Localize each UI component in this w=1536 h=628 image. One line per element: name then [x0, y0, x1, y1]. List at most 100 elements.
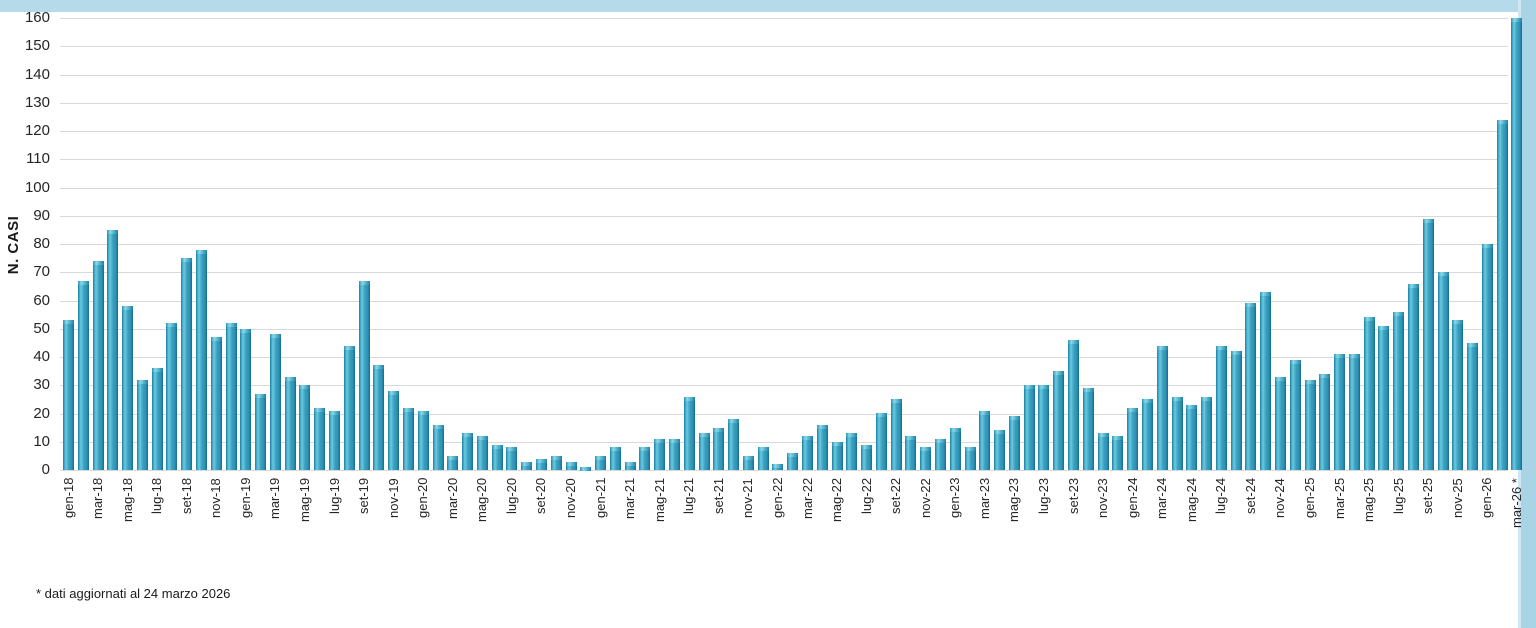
x-tick-label: set-22: [888, 478, 904, 515]
bar-mar-23: [979, 411, 991, 470]
x-tick-label: lug-21: [681, 478, 697, 515]
x-tick-label: set-21: [710, 478, 726, 515]
bar-ago-24: [1230, 351, 1242, 470]
bar-lug-19: [329, 411, 341, 470]
bar-nov-22: [920, 447, 932, 470]
bar-giu-18: [136, 380, 148, 470]
y-tick-label: 60: [33, 291, 50, 309]
x-tick-label: mag-24: [1183, 478, 1199, 523]
bar-giu-19: [314, 408, 326, 470]
bar-gen-21: [595, 456, 607, 470]
bar-mag-25: [1363, 317, 1375, 470]
y-tick-label: 0: [41, 461, 50, 478]
bar-mar-20: [447, 456, 459, 470]
x-tick-label: mar-25: [1331, 478, 1347, 520]
bar-ott-23: [1082, 388, 1094, 470]
x-tick-label: gen-21: [592, 478, 608, 519]
gridline: [60, 470, 1508, 471]
bar-mag-19: [299, 385, 311, 470]
bar-set-18: [181, 258, 193, 470]
bar-ott-25: [1437, 272, 1449, 470]
x-tick-label: nov-21: [740, 478, 756, 518]
bar-mar-18: [92, 261, 104, 470]
bar-feb-24: [1141, 399, 1153, 470]
bar-nov-19: [388, 391, 400, 470]
x-tick-label: gen-22: [769, 478, 785, 519]
x-tick-label: lug-23: [1035, 478, 1051, 515]
bar-apr-19: [284, 377, 296, 470]
x-tick-label: lug-20: [503, 478, 519, 515]
y-tick-label: 20: [33, 404, 50, 422]
bar-mag-23: [1008, 416, 1020, 470]
bar-apr-24: [1171, 397, 1183, 470]
gridline: [60, 441, 1508, 443]
gridline: [60, 272, 1508, 274]
x-tick-label: mar-23: [976, 478, 992, 520]
bar-ott-24: [1260, 292, 1272, 470]
bar-feb-23: [964, 447, 976, 470]
bar-giu-21: [668, 439, 680, 470]
gridline: [60, 385, 1508, 387]
bar-set-25: [1422, 219, 1434, 470]
bar-gen-22: [772, 464, 784, 470]
x-tick-label: gen-18: [60, 478, 76, 519]
y-tick-label: 100: [24, 178, 50, 196]
bar-gen-23: [949, 428, 961, 470]
gridline: [60, 357, 1508, 358]
x-tick-label: mag-21: [651, 478, 667, 523]
x-tick-label: lug-24: [1213, 478, 1229, 515]
bar-gen-25: [1304, 380, 1316, 470]
bar-feb-20: [432, 425, 444, 470]
bar-gen-18: [63, 320, 74, 470]
bar-ott-22: [905, 436, 917, 470]
bar-set-19: [358, 281, 370, 470]
bar-mar-26: [1511, 18, 1523, 470]
bar-dic-22: [935, 439, 947, 470]
x-tick-label: gen-24: [1124, 478, 1140, 519]
bar-giu-20: [491, 445, 503, 470]
gridline: [60, 46, 1508, 48]
x-tick-label: lug-18: [149, 478, 165, 515]
x-tick-label: lug-25: [1390, 478, 1406, 515]
bar-mar-25: [1334, 354, 1346, 470]
bar-lug-18: [151, 368, 163, 470]
bar-apr-25: [1348, 354, 1360, 470]
bar-dic-20: [580, 467, 592, 471]
y-tick-label: 50: [33, 319, 50, 337]
bar-mag-24: [1186, 405, 1198, 470]
bar-lug-22: [861, 445, 873, 470]
x-tick-label: mag-18: [119, 478, 135, 523]
bar-giu-23: [1023, 385, 1035, 470]
bar-ott-18: [196, 250, 208, 470]
gridline: [60, 187, 1508, 189]
bar-feb-19: [255, 394, 267, 470]
bar-ago-18: [166, 323, 178, 470]
bar-ago-22: [875, 413, 887, 470]
gridline: [60, 18, 1508, 19]
bar-nov-20: [565, 462, 577, 470]
y-tick-label: 110: [26, 150, 50, 168]
y-tick-label: 120: [24, 122, 50, 139]
bar-nov-23: [1097, 433, 1109, 470]
bar-set-24: [1245, 303, 1257, 470]
bar-set-22: [890, 399, 902, 470]
bar-gen-20: [417, 411, 429, 470]
gridline: [60, 300, 1508, 302]
bar-mar-24: [1156, 346, 1168, 470]
bar-giu-25: [1378, 326, 1390, 470]
bar-mag-21: [654, 439, 666, 470]
x-tick-label: set-24: [1242, 478, 1258, 515]
gridline: [60, 244, 1508, 245]
gridline: [60, 215, 1508, 217]
bar-mar-21: [624, 462, 636, 470]
x-tick-label: nov-19: [385, 478, 401, 518]
x-tick-label: mag-25: [1361, 478, 1377, 523]
y-tick-label: 40: [33, 348, 50, 365]
bar-apr-20: [462, 433, 474, 470]
bar-set-21: [713, 428, 725, 470]
bar-ott-19: [373, 365, 385, 470]
bar-lug-24: [1215, 346, 1227, 470]
x-tick-label: gen-19: [237, 478, 253, 519]
x-tick-label: nov-25: [1449, 478, 1465, 518]
